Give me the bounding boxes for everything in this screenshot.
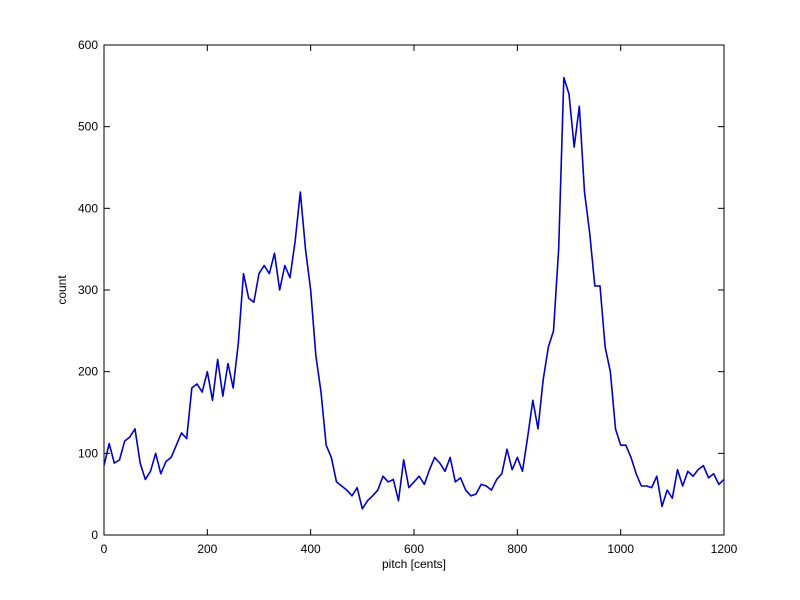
y-tick-label: 100 [78,446,98,460]
data-line [103,76,725,510]
y-tick-label: 500 [78,120,98,134]
x-tick-label: 0 [101,542,108,556]
plot-area [103,44,725,536]
y-tick-label: 300 [78,283,98,297]
y-tick-label: 600 [78,38,98,52]
y-tick-label: 200 [78,365,98,379]
y-tick-label: 400 [78,201,98,215]
x-tick-label: 600 [404,542,424,556]
x-axis-label: pitch [cents] [382,557,446,571]
y-axis-label: count [55,275,69,305]
x-tick-label: 800 [507,542,527,556]
x-tick-label: 200 [197,542,217,556]
x-tick-label: 400 [301,542,321,556]
x-tick-label: 1200 [711,542,738,556]
x-tick-label: 1000 [607,542,634,556]
y-tick-label: 0 [91,528,98,542]
